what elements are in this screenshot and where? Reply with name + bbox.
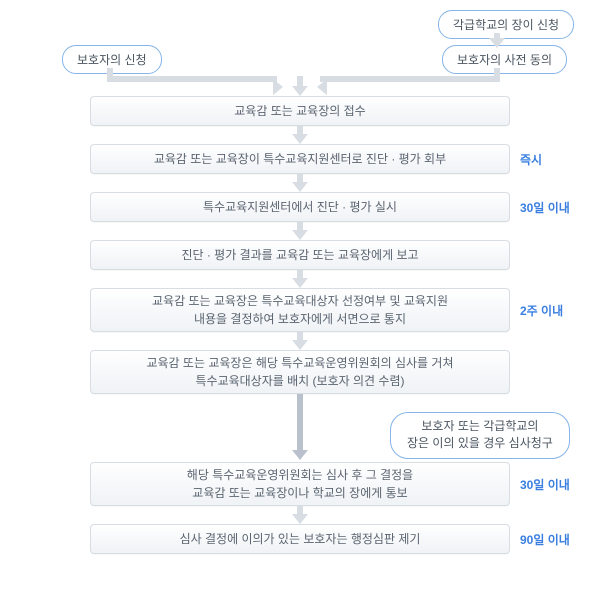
pill-guardian-consent: 보호자의 사전 동의 bbox=[442, 45, 567, 74]
arrow-s5-s6-head bbox=[292, 340, 308, 350]
arrow-guardian-head bbox=[273, 79, 283, 95]
arrow-s2-s3-head bbox=[292, 182, 308, 192]
arrow-into-s1-stem bbox=[297, 76, 303, 86]
arrow-consent-horiz bbox=[320, 76, 500, 82]
step-7: 해당 특수교육운영위원회는 심사 후 그 결정을 교육감 또는 교육장이나 학교… bbox=[90, 462, 510, 506]
timelabel-s8: 90일 이내 bbox=[520, 531, 570, 548]
step-2: 교육감 또는 교육장이 특수교육지원센터로 진단 · 평가 회부 bbox=[90, 144, 510, 174]
arrow-s7-s8-head bbox=[292, 514, 308, 524]
timelabel-s2: 즉시 bbox=[520, 151, 542, 168]
arrow-s1-s2-head bbox=[292, 134, 308, 144]
arrow-s4-s5 bbox=[297, 270, 303, 278]
step-8: 심사 결정에 이의가 있는 보호자는 행정심판 제기 bbox=[90, 524, 510, 554]
arrow-guardian-horiz bbox=[107, 76, 277, 82]
arrow-s3-s4-head bbox=[292, 230, 308, 240]
arrow-into-s1-head bbox=[292, 86, 308, 96]
step-3: 특수교육지원센터에서 진단 · 평가 실시 bbox=[90, 192, 510, 222]
arrow-s4-s5-head bbox=[292, 278, 308, 288]
arrow-s6-s7-head bbox=[292, 450, 308, 460]
arrow-s7-s8 bbox=[297, 506, 303, 514]
step-1: 교육감 또는 교육장의 접수 bbox=[90, 96, 510, 126]
arrow-s1-s2 bbox=[297, 126, 303, 134]
step-6: 교육감 또는 교육장은 해당 특수교육운영위원회의 심사를 거쳐 특수교육대상자… bbox=[90, 350, 510, 394]
step-4: 진단 · 평가 결과를 교육감 또는 교육장에게 보고 bbox=[90, 240, 510, 270]
pill-objection: 보호자 또는 각급학교의 장은 이의 있을 경우 심사청구 bbox=[390, 412, 570, 459]
arrow-s2-s3 bbox=[297, 174, 303, 182]
timelabel-s7: 30일 이내 bbox=[520, 476, 570, 493]
arrow-schoolhead-consent-head bbox=[489, 38, 505, 48]
arrow-s5-s6 bbox=[297, 332, 303, 340]
arrow-consent-head bbox=[317, 79, 327, 95]
arrow-s6-s7-stem bbox=[297, 394, 303, 450]
timelabel-s5: 2주 이내 bbox=[520, 302, 563, 319]
pill-school-head-apply: 각급학교의 장이 신청 bbox=[438, 10, 574, 39]
timelabel-s3: 30일 이내 bbox=[520, 199, 570, 216]
step-5: 교육감 또는 교육장은 특수교육대상자 선정여부 및 교육지원 내용을 결정하여… bbox=[90, 288, 510, 332]
arrow-s3-s4 bbox=[297, 222, 303, 230]
